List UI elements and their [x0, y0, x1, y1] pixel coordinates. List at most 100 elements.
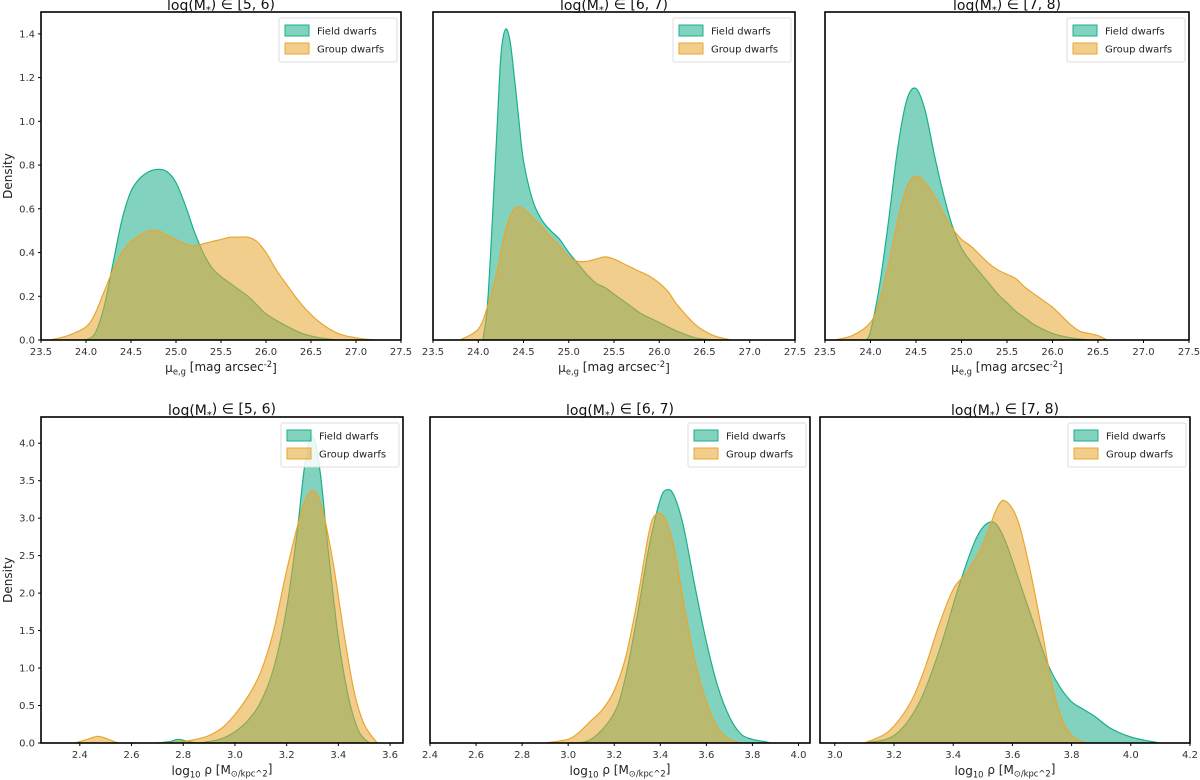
panel-title: log(M*) ∈ [6, 7)	[566, 402, 674, 421]
x-tick-label: 24.0	[859, 347, 881, 358]
legend-swatch-field	[284, 24, 310, 37]
x-tick-label: 25.0	[558, 347, 580, 358]
density-fill-group	[834, 175, 1108, 340]
x-tick-label: 3.2	[279, 750, 295, 761]
legend-swatch-group	[1072, 42, 1098, 55]
x-tick-label: 23.5	[422, 347, 444, 358]
x-tick-label: 2.8	[175, 750, 191, 761]
density-fill-group	[74, 490, 378, 743]
panel-6: 3.0 3.2 3.4 3.6 3.8 4.0 4.2 log(M*) ∈ [7, 8) log…	[819, 402, 1198, 780]
x-tick-label: 3.6	[1004, 750, 1020, 761]
x-tick-label: 24.0	[75, 347, 97, 358]
legend-label-field: Field dwarfs	[1106, 432, 1166, 443]
axes-frame	[429, 416, 811, 744]
x-tick-label: 26.0	[648, 347, 670, 358]
density-fill-group	[50, 230, 374, 340]
y-tick-label: 0.6	[19, 204, 35, 215]
y-tick-label: 0.0	[19, 739, 35, 750]
x-tick-label: 3.6	[698, 750, 714, 761]
density-line-group	[833, 175, 1108, 340]
x-tick-label: 26.5	[300, 347, 322, 358]
legend-swatch-field	[1073, 429, 1099, 442]
x-tick-label: 2.6	[468, 750, 484, 761]
legend: Field dwarfs Group dwarfs	[672, 17, 792, 63]
legend-label-group: Group dwarfs	[317, 45, 384, 56]
y-tick-label: 0.2	[19, 292, 35, 303]
x-tick-label: 27.0	[739, 347, 761, 358]
x-tick-label: 3.2	[606, 750, 622, 761]
legend-label-field: Field dwarfs	[726, 432, 786, 443]
legend: Field dwarfs Group dwarfs	[1066, 17, 1186, 63]
x-tick-label: 3.8	[1064, 750, 1080, 761]
y-tick-label: 0.0	[19, 336, 35, 347]
x-tick-label: 25.0	[165, 347, 187, 358]
legend-label-group: Group dwarfs	[726, 450, 793, 461]
axes-frame	[819, 416, 1191, 744]
x-tick-label: 27.5	[1178, 347, 1200, 358]
x-axis-label: log10 ρ [M⊙/kpc^2]	[955, 762, 1056, 780]
legend: Field dwarfs Group dwarfs	[280, 422, 400, 468]
axes-frame	[40, 416, 404, 744]
x-tick-label: 3.0	[827, 750, 843, 761]
x-axis-label: μe,g [mag arcsec-2]	[165, 359, 277, 376]
y-tick-label: 0.5	[19, 701, 35, 712]
panel-title: log(M*) ∈ [6, 7)	[560, 0, 668, 16]
x-tick-label: 24.5	[905, 347, 927, 358]
y-tick-label: 1.2	[19, 73, 35, 84]
y-tick-label: 0.8	[19, 161, 35, 172]
legend: Field dwarfs Group dwarfs	[687, 422, 807, 468]
x-tick-label: 23.5	[30, 347, 52, 358]
legend-swatch-group	[1073, 447, 1099, 460]
x-tick-label: 3.6	[382, 750, 398, 761]
panel-5: 2.4 2.6 2.8 3.0 3.2 3.4 3.6 3.8 4.0 log(M*) ∈ [6,…	[422, 402, 811, 780]
x-tick-label: 26.0	[1041, 347, 1063, 358]
y-tick-label: 1.5	[19, 626, 35, 637]
y-tick-label: 1.4	[19, 29, 35, 40]
y-tick-label: 1.0	[19, 117, 35, 128]
density-fill-group	[864, 500, 1087, 743]
legend-label-group: Group dwarfs	[1106, 450, 1173, 461]
x-tick-label: 27.0	[1132, 347, 1154, 358]
x-tick-label: 2.4	[72, 750, 88, 761]
panel-3: 23.5 24.0 24.5 25.0 25.5 26.0 26.5 27.0 27.5 log(…	[814, 0, 1200, 377]
legend-label-field: Field dwarfs	[1105, 27, 1165, 38]
density-line-group	[459, 206, 732, 340]
panel-title: log(M*) ∈ [7, 8)	[951, 402, 1059, 421]
y-tick-label: 3.5	[19, 476, 35, 487]
panel-2: 23.5 24.0 24.5 25.0 25.5 26.0 26.5 27.0 27.5 log(…	[422, 0, 806, 377]
y-tick-label: 0.4	[19, 248, 35, 259]
legend-label-field: Field dwarfs	[317, 27, 377, 38]
y-tick-label: 3.0	[19, 514, 35, 525]
panel-title: log(M*) ∈ [5, 6)	[167, 0, 275, 16]
x-tick-label: 27.5	[784, 347, 806, 358]
x-tick-label: 25.5	[210, 347, 232, 358]
x-tick-label: 25.5	[603, 347, 625, 358]
x-tick-label: 27.0	[345, 347, 367, 358]
x-tick-label: 27.5	[390, 347, 412, 358]
y-tick-label: 2.0	[19, 589, 35, 600]
density-fill-group	[545, 513, 741, 743]
legend-swatch-field	[678, 24, 704, 37]
y-tick-label: 2.5	[19, 551, 35, 562]
x-tick-label: 3.4	[652, 750, 668, 761]
x-tick-label: 25.0	[950, 347, 972, 358]
x-tick-label: 3.4	[945, 750, 961, 761]
density-line-group	[545, 512, 742, 743]
x-tick-label: 3.0	[560, 750, 576, 761]
x-tick-label: 25.5	[996, 347, 1018, 358]
legend-swatch-group	[284, 42, 310, 55]
legend-swatch-group	[678, 42, 704, 55]
legend-swatch-group	[286, 447, 312, 460]
panel-title: log(M*) ∈ [7, 8)	[953, 0, 1061, 16]
x-tick-label: 4.0	[791, 750, 807, 761]
legend-swatch-group	[693, 447, 719, 460]
x-tick-label: 23.5	[814, 347, 836, 358]
x-tick-label: 3.8	[744, 750, 760, 761]
x-tick-label: 2.6	[124, 750, 140, 761]
legend-label-group: Group dwarfs	[319, 450, 386, 461]
x-tick-label: 4.0	[1123, 750, 1139, 761]
legend-label-group: Group dwarfs	[711, 45, 778, 56]
density-line-group	[864, 499, 1087, 743]
x-tick-label: 4.2	[1182, 750, 1198, 761]
y-tick-label: 1.0	[19, 664, 35, 675]
